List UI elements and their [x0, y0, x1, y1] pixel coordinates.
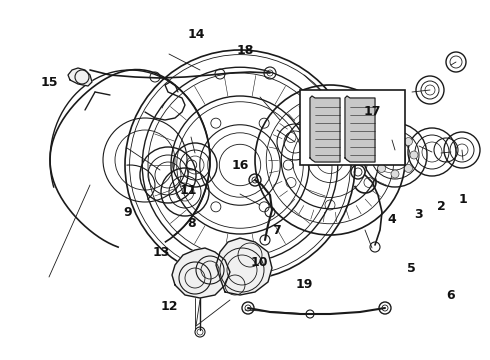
Text: 17: 17 — [364, 105, 381, 118]
Text: 9: 9 — [123, 206, 132, 219]
Bar — [300, 90, 405, 165]
Text: 19: 19 — [295, 278, 313, 291]
Text: 18: 18 — [236, 44, 254, 57]
Circle shape — [410, 151, 418, 159]
Text: 10: 10 — [251, 256, 269, 269]
Polygon shape — [345, 96, 375, 162]
Polygon shape — [310, 96, 340, 162]
Polygon shape — [172, 248, 230, 298]
Text: 8: 8 — [187, 217, 196, 230]
Text: 7: 7 — [272, 224, 281, 237]
Circle shape — [404, 165, 413, 172]
Circle shape — [404, 138, 413, 145]
Text: 11: 11 — [180, 184, 197, 197]
Circle shape — [372, 151, 380, 159]
Text: 14: 14 — [187, 28, 205, 41]
Circle shape — [378, 138, 386, 145]
Text: 2: 2 — [437, 201, 445, 213]
Circle shape — [378, 165, 386, 172]
Text: 3: 3 — [415, 208, 423, 221]
Text: 13: 13 — [153, 246, 171, 258]
Text: 1: 1 — [459, 193, 467, 206]
Circle shape — [391, 170, 399, 178]
Text: 4: 4 — [388, 213, 396, 226]
Polygon shape — [216, 238, 272, 295]
Text: 5: 5 — [407, 262, 416, 275]
Text: 12: 12 — [160, 300, 178, 312]
Text: 16: 16 — [231, 159, 249, 172]
Circle shape — [391, 132, 399, 140]
Text: 6: 6 — [446, 289, 455, 302]
Text: 15: 15 — [40, 76, 58, 89]
Polygon shape — [68, 68, 92, 86]
